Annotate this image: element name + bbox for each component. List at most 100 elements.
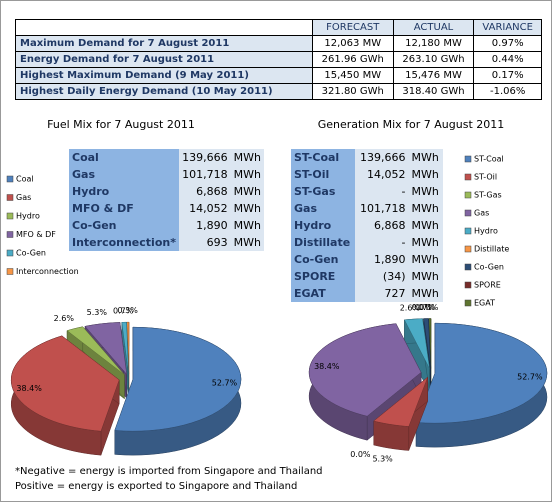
energy-value: 101,718 [355,200,409,217]
footnote: Positive = energy is exported to Singapo… [15,481,297,492]
energy-value: - [355,183,409,200]
pie-slice [126,321,130,375]
legend-swatch [464,245,472,253]
energy-value: 727 [355,285,409,302]
row: Distillate - MWh [291,234,443,251]
legend-swatch [464,263,472,271]
data-label: 2.6% [54,314,75,323]
chart-title: Generation Mix for 7 August 2011 [318,118,505,131]
legend-swatch [464,299,472,307]
legend-label: ST-Gas [474,191,502,200]
legend-swatch [464,209,472,217]
unit: MWh [408,149,443,166]
source-name: Co-Gen [291,251,356,268]
legend-label: Distillate [474,245,509,254]
source-name: ST-Gas [291,183,356,200]
data-label: 0.0% [412,303,433,312]
value-cell: 321.80 GWh [311,83,394,100]
legend-swatch [6,231,14,238]
row: Gas 101,718 MWh [291,200,443,217]
source-name: Gas [69,166,180,183]
pie-slice [373,376,429,427]
row: SPORE (34) MWh [291,268,443,285]
data-label: 0.0% [418,303,439,312]
row: Co-Gen 1,890 MWh [69,217,264,234]
unit: MWh [408,200,443,217]
pie-slice [415,322,548,424]
label-cell: Energy Demand for 7 August 2011 [15,51,313,68]
row: Highest Daily Energy Demand (10 May 2011… [15,83,542,100]
pie-slice [66,326,125,375]
data-label: 38.4% [314,362,340,371]
pie-slice [114,326,242,432]
data-label: 0.3% [117,306,138,315]
unit: MWh [408,217,443,234]
legend-label: Gas [16,193,31,202]
source-name: EGAT [291,285,356,302]
generation-table: ST-Coal 139,666 MWh ST-Oil 14,052 MWh ST-Gas - M… [291,149,443,302]
legend-swatch [6,194,14,201]
legend-label: EGAT [474,299,495,308]
row: Interconnection* 693 MWh [69,234,264,251]
legend-swatch [6,212,14,220]
pie-slice [121,321,129,375]
unit: MWh [230,217,264,234]
legend-label: Co-Gen [16,249,46,258]
unit: MWh [230,149,264,166]
energy-value: 14,052 [355,166,409,183]
unit: MWh [408,251,443,268]
energy-value: 1,890 [355,251,409,268]
source-name: Co-Gen [69,217,180,234]
row: Maximum Demand for 7 August 2011 12,063 M… [15,35,542,52]
unit: MWh [408,268,443,285]
row: EGAT 727 MWh [291,285,443,302]
unit: MWh [230,183,264,200]
energy-value: 6,868 [355,217,409,234]
source-name: MFO & DF [69,200,180,217]
pie-slice [423,318,431,369]
legend-swatch [464,227,472,235]
energy-value: 139,666 [355,149,409,166]
data-label: 2.6% [400,304,421,313]
legend-label: Gas [474,209,489,218]
energy-value: 6,868 [179,183,231,200]
legend-label: Interconnection [16,267,79,276]
source-name: Gas [291,200,356,217]
legend-label: MFO & DF [16,230,56,239]
header-cell: ACTUAL [392,19,475,36]
legend-swatch [6,175,14,183]
pie-slice [84,322,128,376]
header-row: FORECAST ACTUAL VARIANCE [15,19,542,36]
energy-value: 139,666 [179,149,231,166]
fuel-table: Coal 139,666 MWh Gas 101,718 MWh Hydro 6,868 MWh… [69,149,264,251]
source-name: Hydro [69,183,180,200]
source-name: Distillate [291,234,356,251]
row: ST-Coal 139,666 MWh [291,149,443,166]
source-name: Hydro [291,217,356,234]
unit: MWh [230,200,264,217]
row: Coal 139,666 MWh [69,149,264,166]
legend-label: Coal [16,175,34,184]
energy-value: - [355,234,409,251]
row: MFO & DF 14,052 MWh [69,200,264,217]
chart-title: Fuel Mix for 7 August 2011 [47,118,195,131]
unit: MWh [230,166,264,183]
energy-value: 101,718 [179,166,231,183]
data-label: 0.0% [350,450,371,459]
unit: MWh [230,234,264,251]
data-label: 0.7% [113,306,134,315]
energy-value: 14,052 [179,200,231,217]
data-label: 52.7% [212,378,238,387]
header-cell: VARIANCE [473,19,542,36]
legend-swatch [6,268,14,275]
value-cell: 318.40 GWh [392,83,475,100]
legend-label: ST-Oil [474,173,497,182]
pie-slice [428,318,432,369]
row: Hydro 6,868 MWh [69,183,264,200]
legend-swatch [464,191,472,199]
legend-swatch [6,249,14,257]
pie-slice [10,335,120,432]
label-cell: Highest Daily Energy Demand (10 May 2011… [15,83,313,100]
